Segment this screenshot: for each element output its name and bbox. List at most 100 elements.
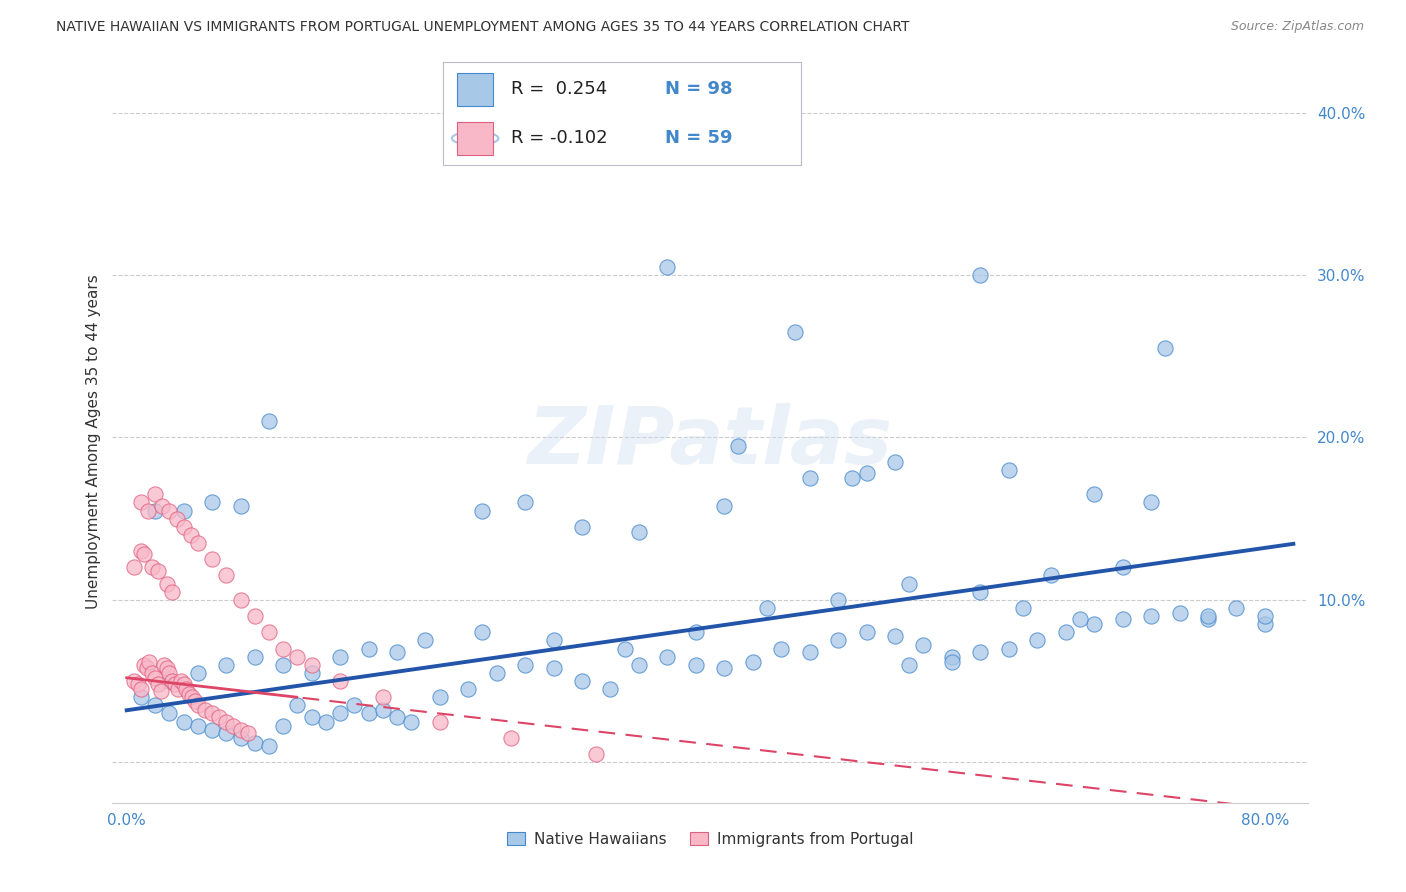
Point	[755, 601, 778, 615]
Point	[146, 564, 169, 578]
Point	[827, 592, 849, 607]
Point	[599, 682, 621, 697]
Point	[841, 471, 863, 485]
Point	[176, 682, 198, 697]
Point	[1254, 609, 1277, 624]
Point	[969, 645, 991, 659]
Point	[155, 576, 177, 591]
Point	[1083, 487, 1105, 501]
Point	[135, 661, 157, 675]
Point	[543, 633, 565, 648]
Point	[136, 503, 159, 517]
Point	[998, 641, 1021, 656]
Point	[613, 641, 636, 656]
Point	[429, 714, 451, 729]
Point	[429, 690, 451, 705]
Point	[685, 657, 707, 672]
Point	[201, 723, 224, 737]
Point	[271, 719, 294, 733]
Point	[855, 625, 877, 640]
Point	[1254, 617, 1277, 632]
Point	[271, 641, 294, 656]
Point	[513, 657, 536, 672]
Point	[898, 657, 921, 672]
Text: N = 59: N = 59	[665, 128, 733, 147]
Point	[129, 544, 152, 558]
Point	[222, 719, 245, 733]
Point	[208, 710, 231, 724]
Point	[187, 719, 209, 733]
Point	[129, 682, 152, 697]
Point	[415, 633, 437, 648]
Point	[301, 710, 323, 724]
Point	[162, 673, 183, 688]
Point	[785, 325, 807, 339]
Point	[167, 682, 190, 697]
Point	[127, 677, 149, 691]
Point	[998, 463, 1021, 477]
Point	[855, 466, 877, 480]
Point	[385, 710, 408, 724]
Point	[371, 703, 394, 717]
Point	[727, 439, 749, 453]
Point	[173, 714, 195, 729]
FancyBboxPatch shape	[457, 73, 494, 105]
Point	[1140, 495, 1163, 509]
Point	[799, 645, 821, 659]
Text: Source: ZipAtlas.com: Source: ZipAtlas.com	[1230, 20, 1364, 33]
Point	[457, 682, 479, 697]
Point	[143, 487, 166, 501]
Point	[713, 661, 735, 675]
Point	[1040, 568, 1063, 582]
Point	[146, 677, 169, 691]
Point	[315, 714, 337, 729]
Point	[243, 736, 266, 750]
Point	[1111, 612, 1133, 626]
Text: ZIPatlas: ZIPatlas	[527, 402, 893, 481]
Point	[132, 548, 155, 562]
Point	[1140, 609, 1163, 624]
Point	[371, 690, 394, 705]
Point	[287, 649, 309, 664]
Circle shape	[451, 132, 499, 145]
Point	[162, 584, 183, 599]
Point	[194, 703, 217, 717]
Point	[585, 747, 607, 761]
Point	[969, 268, 991, 282]
Point	[685, 625, 707, 640]
Point	[1012, 601, 1035, 615]
Text: R =  0.254: R = 0.254	[510, 79, 607, 97]
Point	[799, 471, 821, 485]
Point	[157, 706, 180, 721]
Point	[184, 693, 207, 707]
Point	[132, 657, 155, 672]
Point	[173, 520, 195, 534]
Point	[129, 690, 152, 705]
Point	[187, 536, 209, 550]
Point	[1069, 612, 1091, 626]
Point	[201, 495, 224, 509]
Point	[941, 649, 963, 664]
Point	[243, 609, 266, 624]
Point	[969, 584, 991, 599]
Point	[657, 649, 679, 664]
Legend: Native Hawaiians, Immigrants from Portugal: Native Hawaiians, Immigrants from Portug…	[501, 826, 920, 853]
Point	[179, 687, 201, 701]
Point	[173, 677, 195, 691]
Point	[401, 714, 423, 729]
Point	[827, 633, 849, 648]
Point	[301, 665, 323, 680]
Point	[741, 655, 763, 669]
Point	[229, 592, 252, 607]
Point	[1197, 609, 1219, 624]
Point	[301, 657, 323, 672]
Point	[357, 706, 380, 721]
Point	[157, 673, 180, 688]
Point	[329, 649, 352, 664]
Point	[329, 706, 352, 721]
Point	[243, 649, 266, 664]
Point	[215, 714, 238, 729]
Point	[201, 706, 224, 721]
Point	[122, 560, 145, 574]
Point	[187, 665, 209, 680]
